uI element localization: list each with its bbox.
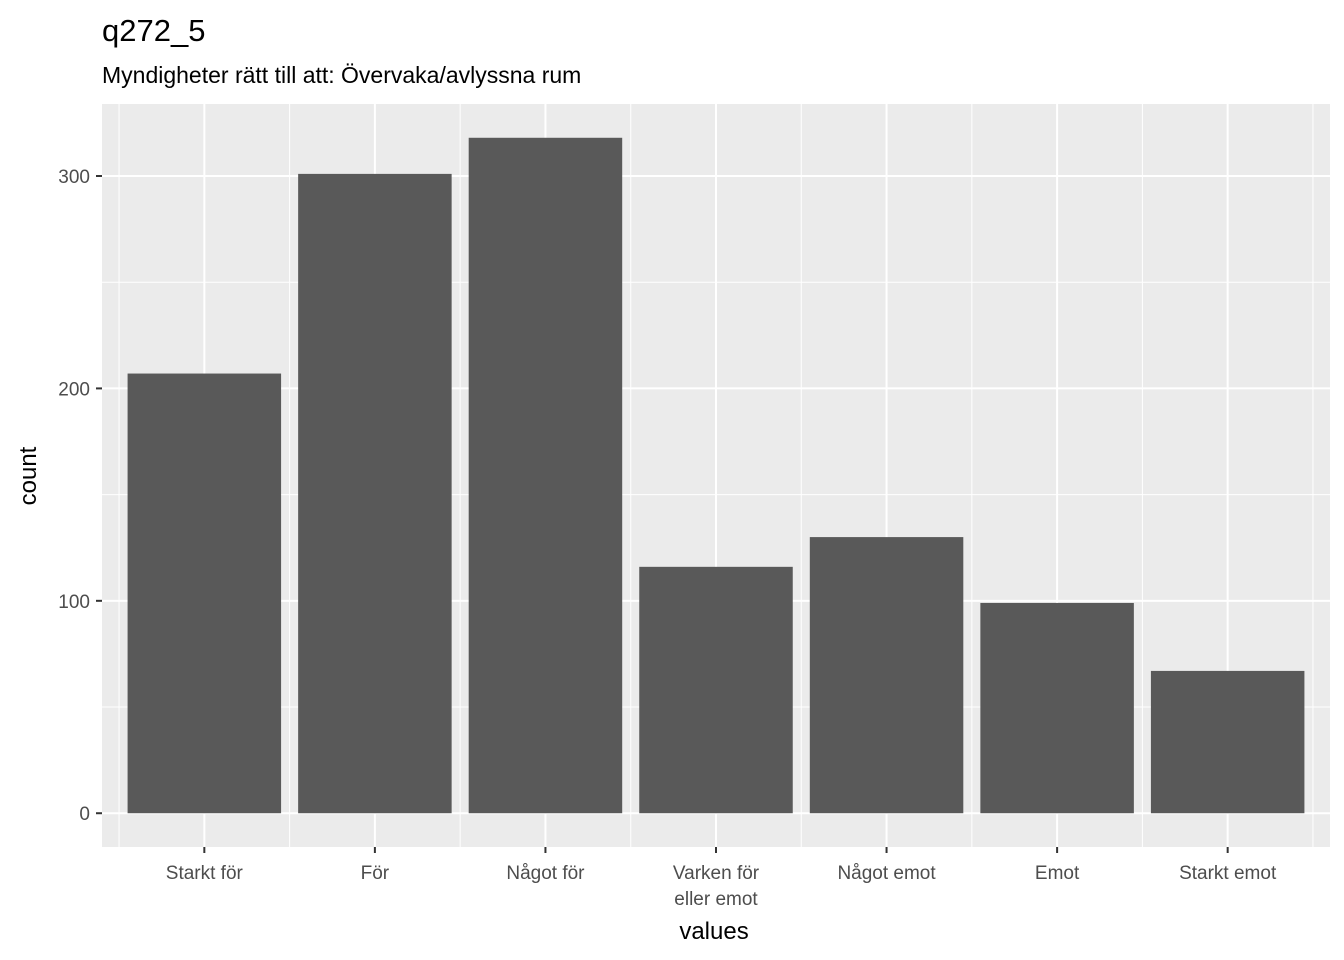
bar: [298, 173, 452, 814]
bar: [809, 537, 964, 814]
bar: [980, 602, 1134, 814]
bar: [127, 373, 282, 814]
x-axis: Starkt för För Något för Varken för eller em…: [166, 847, 1277, 910]
x-tick-label: eller emot: [674, 889, 758, 910]
bar: [1150, 670, 1305, 814]
y-tick-label: 200: [58, 379, 90, 400]
bars: [127, 137, 1305, 814]
x-tick-label: Emot: [1035, 863, 1080, 884]
y-axis: 0 100 200 300: [58, 167, 102, 825]
chart-title: q272_5: [102, 13, 205, 48]
x-tick-label: Något emot: [837, 863, 936, 884]
y-tick-label: 300: [58, 167, 90, 188]
x-tick-label: Varken för: [673, 863, 760, 884]
y-tick-label: 0: [79, 804, 90, 825]
bar: [468, 137, 623, 814]
x-axis-title: values: [679, 918, 748, 945]
y-axis-title: count: [15, 446, 42, 505]
x-tick-label: För: [361, 863, 390, 884]
x-tick-label: Starkt för: [166, 863, 244, 884]
y-tick-label: 100: [58, 592, 90, 613]
x-tick-label: Något för: [506, 863, 585, 884]
bar: [639, 566, 793, 814]
chart-subtitle: Myndigheter rätt till att: Övervaka/avly…: [102, 62, 581, 88]
x-tick-label: Starkt emot: [1179, 863, 1277, 884]
